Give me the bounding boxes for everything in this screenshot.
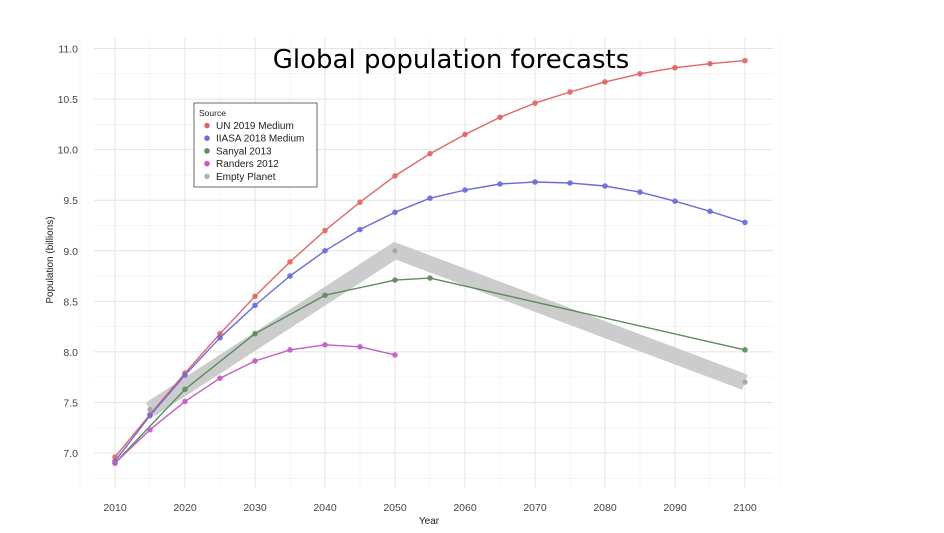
y-axis-title: Population (billions) (45, 216, 56, 303)
x-tick-label: 2050 (383, 502, 407, 514)
data-point-sanyal-2013 (182, 386, 188, 393)
data-point-un-2019-medium (427, 150, 433, 157)
grid (79, 38, 781, 488)
y-tick-label: 7.0 (63, 448, 78, 460)
data-point-sanyal-2013 (252, 330, 258, 337)
data-point-iiasa-2018-medium (252, 302, 258, 309)
data-point-randers-2012 (392, 352, 398, 358)
data-point-iiasa-2018-medium (427, 195, 433, 201)
legend: Source UN 2019 Medium IIASA 2018 MediumSa… (193, 102, 318, 188)
x-tick-label: 2040 (313, 502, 337, 514)
legend-label-empty-planet: Empty Planet (216, 172, 276, 183)
data-point-sanyal-2013 (322, 292, 328, 299)
data-point-iiasa-2018-medium (742, 219, 748, 226)
data-point-iiasa-2018-medium (532, 179, 538, 185)
y-tick-label: 11.0 (58, 44, 78, 56)
data-point-un-2019-medium (462, 131, 468, 138)
data-point-iiasa-2018-medium (497, 181, 503, 187)
data-point-empty-planet (742, 379, 748, 385)
data-point-iiasa-2018-medium (182, 372, 188, 378)
legend-label-randers-2012: Randers 2012 (216, 159, 279, 170)
y-tick-label: 9.5 (63, 195, 78, 207)
x-tick-label: 2060 (453, 502, 477, 514)
data-point-randers-2012 (112, 460, 118, 466)
y-tick-label: 10.5 (58, 94, 79, 106)
chart-title: Global population forecasts (273, 45, 630, 75)
data-point-randers-2012 (252, 358, 258, 364)
data-point-un-2019-medium (217, 330, 223, 337)
data-point-un-2019-medium (287, 259, 293, 265)
x-tick-label: 2070 (523, 502, 547, 514)
data-point-un-2019-medium (497, 114, 503, 121)
legend-key-un-2019-medium (204, 122, 210, 129)
data-point-un-2019-medium (602, 79, 608, 85)
data-point-un-2019-medium (322, 227, 328, 234)
data-point-iiasa-2018-medium (392, 209, 398, 216)
data-point-un-2019-medium (567, 89, 573, 95)
y-tick-label: 9.0 (63, 246, 78, 258)
data-point-sanyal-2013 (392, 277, 398, 283)
legend-label-iiasa-2018-medium: IIASA 2018 Medium (216, 134, 304, 145)
data-point-randers-2012 (182, 398, 188, 405)
data-point-un-2019-medium (637, 70, 643, 77)
legend-box (193, 102, 318, 188)
data-point-empty-planet (147, 406, 153, 413)
y-tick-label: 8.5 (63, 296, 78, 308)
data-point-un-2019-medium (357, 199, 363, 206)
legend-key-sanyal-2013 (204, 148, 210, 154)
data-point-randers-2012 (287, 347, 293, 353)
data-point-iiasa-2018-medium (602, 183, 608, 189)
data-point-sanyal-2013 (427, 275, 433, 281)
data-point-un-2019-medium (742, 57, 748, 64)
x-axis-title: Year (419, 516, 440, 527)
legend-label-sanyal-2013: Sanyal 2013 (216, 146, 272, 157)
data-point-iiasa-2018-medium (567, 180, 573, 186)
data-point-un-2019-medium (112, 454, 118, 460)
data-point-randers-2012 (147, 426, 153, 433)
data-point-iiasa-2018-medium (462, 187, 468, 193)
legend-key-empty-planet (204, 173, 210, 180)
y-tick-label: 8.0 (63, 347, 78, 359)
data-point-iiasa-2018-medium (637, 189, 643, 195)
x-tick-label: 2080 (593, 502, 617, 514)
x-tick-label: 2100 (733, 502, 757, 514)
data-point-iiasa-2018-medium (147, 412, 153, 419)
data-point-randers-2012 (322, 341, 328, 348)
data-point-iiasa-2018-medium (357, 226, 363, 233)
data-point-randers-2012 (357, 344, 363, 350)
data-point-un-2019-medium (252, 293, 258, 300)
data-point-iiasa-2018-medium (217, 334, 223, 341)
data-point-iiasa-2018-medium (287, 273, 293, 279)
legend-key-iiasa-2018-medium (204, 135, 210, 141)
x-tick-label: 2090 (663, 502, 687, 514)
x-tick-label: 2020 (173, 502, 197, 514)
data-point-un-2019-medium (392, 173, 398, 179)
x-tick-label: 2030 (243, 502, 267, 514)
data-point-randers-2012 (217, 375, 223, 381)
legend-title: Source (199, 108, 226, 118)
data-point-un-2019-medium (532, 100, 538, 106)
data-point-iiasa-2018-medium (707, 208, 713, 215)
y-tick-label: 10.0 (58, 145, 79, 157)
data-point-un-2019-medium (672, 64, 678, 71)
y-tick-label: 7.5 (63, 397, 78, 409)
legend-label-un-2019-medium: UN 2019 Medium (216, 121, 294, 132)
legend-key-randers-2012 (204, 160, 210, 167)
data-point-sanyal-2013 (742, 347, 748, 353)
series-points (112, 57, 748, 466)
data-point-iiasa-2018-medium (322, 247, 328, 254)
data-point-empty-planet (392, 248, 398, 254)
data-point-iiasa-2018-medium (672, 198, 678, 204)
data-point-un-2019-medium (707, 60, 713, 67)
x-tick-label: 2010 (103, 502, 127, 514)
tick-labels: 2010 2020 2030 2040 2050 2060 2070 2080 2090 2100… (58, 44, 757, 515)
